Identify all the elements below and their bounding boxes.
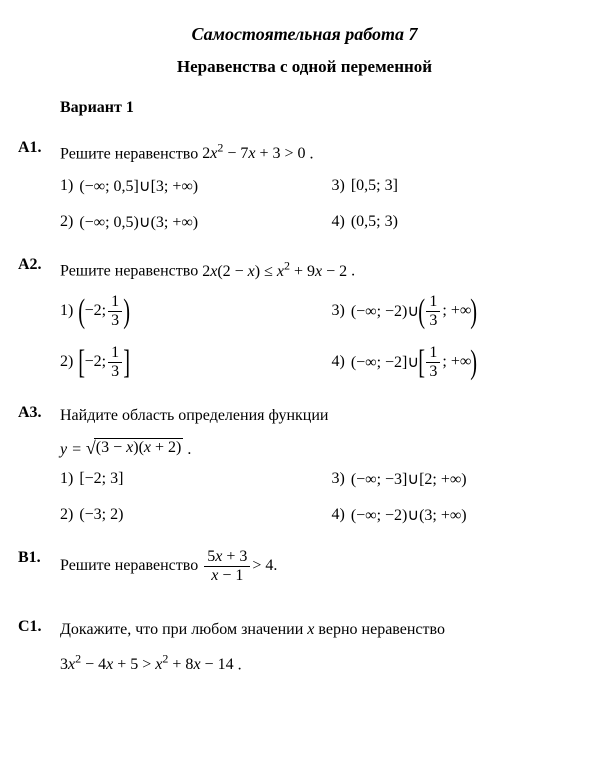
option: 4)(0,5; 3) <box>332 212 592 232</box>
task-label: С1. <box>18 618 60 636</box>
option: 4) (−∞; −2]∪ [ 13 ; +∞ ) <box>332 345 592 380</box>
option: 1)(−∞; 0,5]∪[3; +∞) <box>60 176 320 196</box>
inequality: 2x(2 − x) ≤ x2 + 9x − 2 <box>202 263 347 280</box>
task-a1: А1. Решите неравенство 2x2 − 7x + 3 > 0 … <box>18 139 591 232</box>
inequality: 2x2 − 7x + 3 > 0 <box>202 145 305 162</box>
document-subtitle: Неравенства с одной переменной <box>18 57 591 77</box>
task-prompt: Найдите область определения функции <box>60 404 591 428</box>
fraction: 13 <box>108 294 122 329</box>
options-grid: 1)(−∞; 0,5]∪[3; +∞) 3)[0,5; 3] 2)(−∞; 0,… <box>60 176 591 232</box>
fraction: 13 <box>426 345 440 380</box>
inequality-line: 3x2 − 4x + 5 > x2 + 8x − 14 . <box>60 652 591 674</box>
option: 1)[−2; 3] <box>60 469 320 489</box>
fraction: 13 <box>108 345 122 380</box>
task-a2: А2. Решите неравенство 2x(2 − x) ≤ x2 + … <box>18 256 591 379</box>
task-b1: В1. Решите неравенство 5x + 3 x − 1 > 4 … <box>18 549 591 594</box>
task-label: А2. <box>18 256 60 274</box>
option: 3) (−∞; −2)∪ ( 13 ; +∞ ) <box>332 294 592 329</box>
option: 3)(−∞; −3]∪[2; +∞) <box>332 469 592 489</box>
task-label: А1. <box>18 139 60 157</box>
document-title: Самостоятельная работа 7 <box>18 24 591 45</box>
option: 2) [ −2; 13 ] <box>60 345 320 380</box>
task-label: В1. <box>18 549 60 567</box>
task-prompt: Решите неравенство 2x(2 − x) ≤ x2 + 9x −… <box>60 256 591 283</box>
fraction: 13 <box>426 294 440 329</box>
option: 3)[0,5; 3] <box>332 176 592 196</box>
variant-heading: Вариант 1 <box>60 99 591 117</box>
options-grid: 1) ( −2; 13 ) 3) (−∞; −2)∪ ( 13 ; +∞ ) <box>60 294 591 380</box>
task-c1: С1. Докажите, что при любом значении x в… <box>18 618 591 684</box>
function-line: y = √ (3 − x)(x + 2) . <box>60 438 591 459</box>
task-prompt: Решите неравенство 2x2 − 7x + 3 > 0 . <box>60 139 591 166</box>
option: 2)(−∞; 0,5)∪(3; +∞) <box>60 212 320 232</box>
fraction: 5x + 3 x − 1 <box>204 549 250 584</box>
option: 1) ( −2; 13 ) <box>60 294 320 329</box>
option: 4)(−∞; −2)∪(3; +∞) <box>332 505 592 525</box>
task-prompt: Решите неравенство 5x + 3 x − 1 > 4 . <box>60 549 591 584</box>
task-prompt: Докажите, что при любом значении x верно… <box>60 618 591 642</box>
sqrt: √ (3 − x)(x + 2) <box>86 438 183 457</box>
task-a3: А3. Найдите область определения функции … <box>18 404 591 525</box>
option: 2)(−3; 2) <box>60 505 320 525</box>
task-label: А3. <box>18 404 60 422</box>
options-grid: 1)[−2; 3] 3)(−∞; −3]∪[2; +∞) 2)(−3; 2) 4… <box>60 469 591 525</box>
